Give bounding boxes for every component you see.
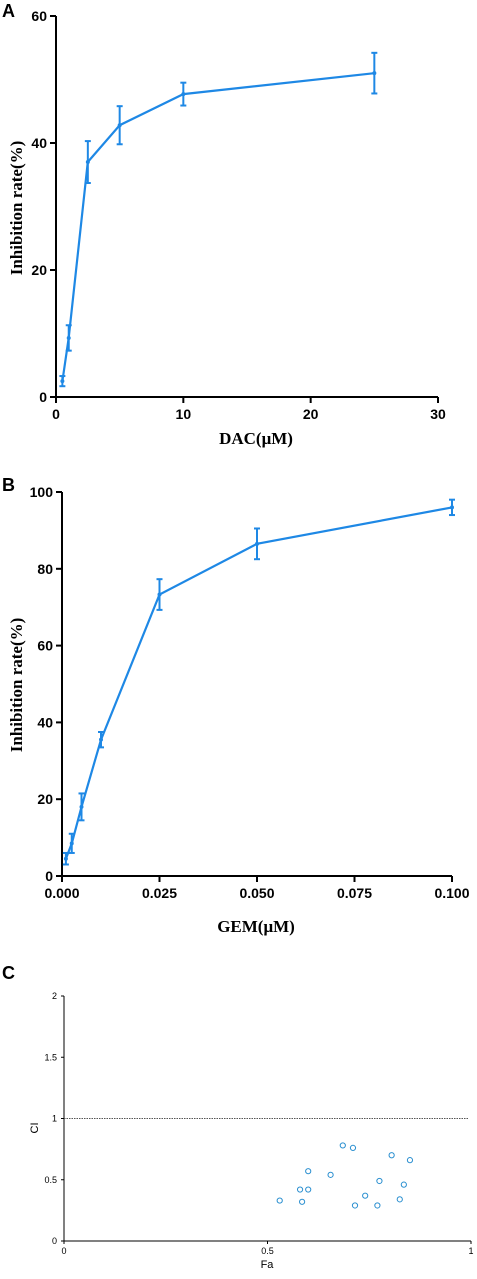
panel-a-y-tick-label: 0 [39,389,47,405]
panel-a-data-point [60,379,65,384]
panel-a-data-point [372,71,377,76]
panel-a-xlabel: DAC(μM) [219,429,293,448]
panel-c-data-point [376,1177,383,1185]
panel-a-data-point [117,123,122,128]
panel-b-y-tick-label: 80 [37,561,53,577]
panel-b-y-tick-label: 100 [30,484,54,500]
panel-b-x-tick-label: 0.050 [239,885,274,901]
panel-c-x-tick-label: 0 [61,1246,66,1256]
panel-a-x-tick-label: 20 [303,406,319,422]
panel-c-data-point [396,1196,403,1203]
panel-c-data-point [351,1202,359,1209]
panel-b-x-tick-label: 0.100 [434,885,469,901]
panel-b-x-tick-label: 0.000 [44,885,79,901]
panel-b-y-tick-label: 0 [45,868,53,884]
panel-c-y-tick-label: 1.5 [44,1052,57,1062]
panel-b-y-tick-label: 20 [37,791,53,807]
panel-c-data-point [339,1142,346,1149]
panel-a: A 0 20 40 60 0 10 20 30 Inhibition rate(%) DAC(… [2,1,446,448]
panel-b-data-point [79,804,84,809]
panel-a-data-point [85,160,90,165]
panel-b-xlabel: GEM(μM) [217,917,295,936]
panel-a-y-tick-label: 60 [31,8,47,24]
panel-a-letter: A [2,1,15,21]
panel-a-ylabel: Inhibition rate(%) [7,141,26,276]
panel-b-data-point [63,856,68,861]
panel-c-data-point [349,1144,357,1152]
panel-b-data-point [99,737,103,742]
panel-c-y-tick-label: 2 [52,991,57,1001]
panel-c-data-point [374,1202,381,1209]
panel-a-x-tick-label: 0 [52,406,60,422]
panel-c-data-point [305,1168,312,1175]
panel-c-y-tick-label: 1 [52,1114,57,1124]
panel-c-y-tick-label: 0.5 [44,1175,57,1185]
panel-a-data-point [66,335,71,340]
panel-b-y-tick-label: 40 [37,714,53,730]
panel-b-letter: B [2,475,15,495]
panel-b-data-point [450,505,454,510]
panel-c-xlabel: Fa [261,1259,275,1271]
panel-b-x-tick-label: 0.025 [142,885,177,901]
panel-c-ylabel: CI [29,1123,41,1134]
panel-c: C 0 0.5 1 1.5 2 0 0.5 1 CI Fa [2,963,474,1271]
panel-a-x-tick-label: 10 [176,406,192,422]
panel-c-marks: 0 0.5 1 1.5 2 0 0.5 1 [44,991,473,1256]
panel-b-ylabel: Inhibition rate(%) [7,618,26,753]
panel-b-data-point [255,541,259,546]
panel-b-data-point [69,841,74,846]
panel-a-y-tick-label: 40 [31,135,47,151]
panel-c-y-tick-label: 0 [52,1236,57,1246]
panel-c-data-point [362,1192,369,1199]
panel-b-y-tick-label: 60 [37,638,53,654]
panel-c-data-point [305,1186,312,1193]
panel-c-x-tick-label: 1 [468,1246,473,1256]
panel-c-data-point [296,1186,304,1193]
panel-b-x-tick-label: 0.075 [337,885,372,901]
panel-a-marks: 0 20 40 60 0 10 20 30 [31,8,446,422]
panel-a-series-line [61,72,375,382]
panel-c-data-point [406,1157,414,1164]
panel-a-y-tick-label: 20 [31,262,47,278]
panel-a-x-tick-label: 30 [430,406,446,422]
panel-c-letter: C [2,963,15,983]
panel-b-data-point [157,592,162,597]
panel-c-data-point [400,1181,407,1188]
panel-c-x-tick-label: 0.5 [261,1246,274,1256]
panel-c-data-point [388,1152,395,1159]
panel-c-data-point [298,1198,306,1205]
panel-a-data-point [181,92,186,97]
panel-b-marks: 0 20 40 60 80 100 0.000 0.025 0.050 0.075 0.100 [30,484,470,901]
panel-c-data-point [327,1171,334,1178]
panel-c-data-point [276,1197,283,1204]
